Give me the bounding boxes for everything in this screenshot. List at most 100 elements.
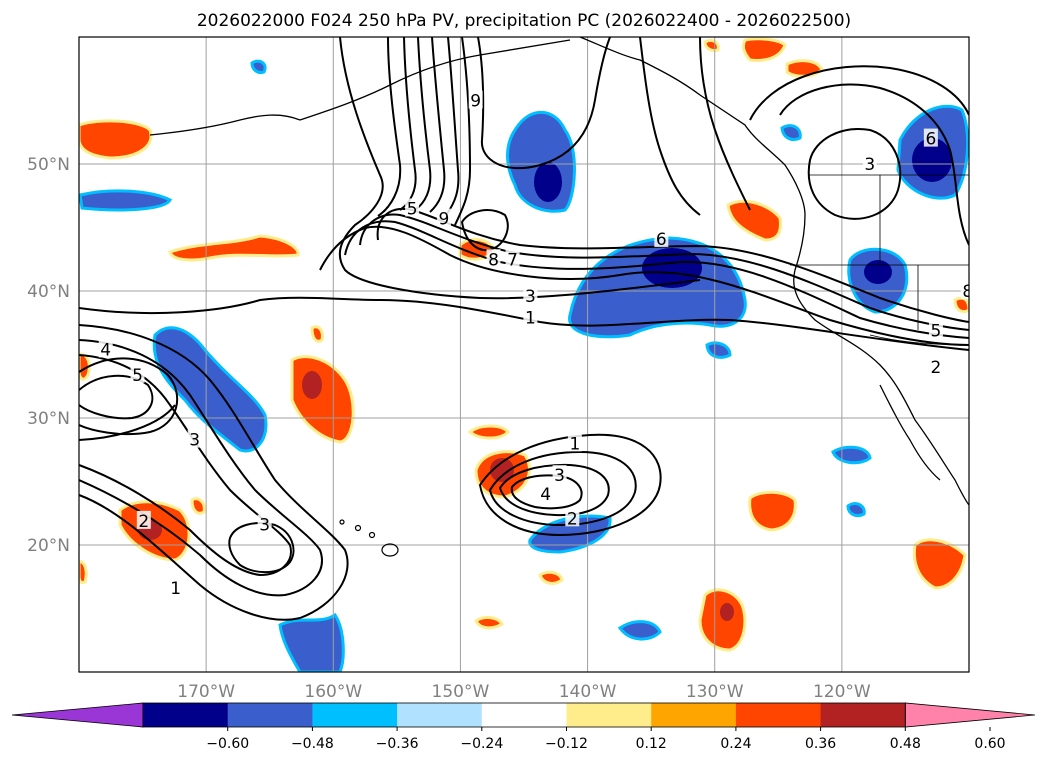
contour-label: 2	[931, 358, 942, 378]
contour-label: 1	[170, 579, 181, 599]
contour-label: 3	[189, 431, 200, 451]
contour-label-bg	[923, 128, 938, 147]
pv-contour	[460, 209, 509, 252]
contour-label: 3	[864, 155, 875, 175]
pv-contour	[344, 220, 969, 339]
contour-label-bg	[136, 510, 151, 529]
contour-label: 3	[259, 516, 270, 536]
precip-blob-pos	[538, 570, 564, 585]
colorbar-segment	[651, 703, 737, 727]
pv-contour	[510, 474, 583, 510]
precip-core-neg	[642, 248, 702, 288]
precip-core-pos	[490, 458, 514, 482]
colorbar-tick-label: −0.60	[206, 736, 249, 752]
gridlines	[79, 37, 969, 672]
colorbar-segment	[397, 703, 483, 727]
pv-contour	[377, 37, 402, 217]
colorbar-extend-max	[904, 702, 1036, 728]
contour-label-bg	[523, 286, 538, 305]
precip-core-neg	[534, 162, 562, 202]
contour-label-bg	[405, 198, 420, 217]
precip-core-pos	[302, 371, 322, 399]
contour-label-bg	[98, 339, 113, 358]
coastlines	[149, 37, 969, 506]
contour-label: 6	[925, 130, 936, 150]
contour-label-bg	[130, 364, 145, 383]
pv-contour	[699, 37, 751, 211]
pv-contour	[79, 339, 323, 597]
pv-contour	[454, 37, 472, 226]
precip-blob-neg	[79, 189, 173, 212]
contour-label: 2	[567, 509, 578, 529]
pv-contours	[79, 37, 969, 621]
pv-contour	[79, 324, 349, 621]
contour-label: 9	[470, 92, 481, 112]
precip-blob-pos	[190, 497, 206, 515]
island	[368, 531, 376, 539]
contour-label-bg	[538, 484, 553, 503]
contour-label: 6	[656, 230, 667, 250]
latitude-tick-labels: 20°N 30°N 40°N 50°N	[27, 155, 70, 556]
hawaii-islands	[339, 519, 399, 557]
precip-blob-pos	[703, 38, 720, 52]
colorbar-tick-label: 0.12	[636, 736, 667, 752]
lon-tick-label: 140°W	[559, 682, 617, 702]
contour-label: 5	[132, 366, 143, 386]
contour-label: 1	[569, 434, 580, 454]
map-frame	[78, 36, 970, 673]
pv-contour	[79, 354, 292, 577]
lon-tick-label: 120°W	[813, 682, 871, 702]
contour-label-bg	[565, 508, 580, 527]
colorbar-tick-label: −0.36	[376, 736, 419, 752]
contour-label: 3	[554, 466, 565, 486]
contour-label-bg	[436, 208, 451, 227]
contour-label-bg	[960, 281, 969, 299]
precip-blob-pos	[741, 37, 787, 62]
contour-label-bg	[523, 307, 538, 326]
pv-contour	[445, 37, 460, 216]
lon-tick-label: 170°W	[177, 682, 235, 702]
island	[381, 543, 399, 557]
contour-label: 1	[525, 309, 536, 329]
lon-tick-label: 160°W	[304, 682, 362, 702]
pv-contour	[338, 37, 701, 300]
contour-label: 8	[488, 250, 499, 270]
colorbar-tick-label: −0.48	[291, 736, 334, 752]
colorbar-tick-label: −0.12	[545, 736, 588, 752]
contour-label: 3	[525, 287, 536, 307]
coastline-north-america	[579, 37, 969, 506]
contour-label: 8	[962, 282, 973, 302]
contour-label-bg	[187, 429, 202, 448]
lat-tick-label: 20°N	[27, 536, 70, 556]
contour-label: 5	[407, 199, 418, 219]
pv-contour	[79, 296, 969, 351]
contour-label: 4	[100, 340, 111, 360]
colorbar-segment	[227, 703, 313, 727]
island	[339, 519, 345, 525]
contour-label-bg	[654, 228, 669, 247]
pv-contour	[477, 37, 611, 170]
precip-blob-pos	[79, 119, 153, 160]
island	[354, 524, 362, 532]
colorbar-segment	[312, 703, 398, 727]
pv-contour	[488, 450, 637, 527]
lon-tick-label: 130°W	[686, 682, 744, 702]
contour-label-bg	[257, 514, 272, 533]
colorbar-segment	[481, 703, 567, 727]
contour-label: 4	[540, 485, 551, 505]
chart-title: 2026022000 F024 250 hPa PV, precipitatio…	[197, 11, 851, 31]
precip-blob-pos	[79, 560, 88, 584]
longitude-tick-labels: 170°W 160°W 150°W 140°W 130°W 120°W	[177, 682, 871, 702]
border-states	[790, 175, 969, 330]
pv-contour	[749, 65, 969, 121]
pv-contour	[429, 37, 446, 213]
colorbar-segment	[820, 703, 906, 727]
colorbar-tick-label: −0.24	[460, 736, 503, 752]
contour-label-bg	[928, 320, 943, 339]
contour-label-bg	[505, 249, 520, 268]
precip-blob-neg	[780, 124, 802, 142]
precip-blob-neg	[278, 612, 345, 672]
contour-label-bg	[862, 154, 877, 172]
